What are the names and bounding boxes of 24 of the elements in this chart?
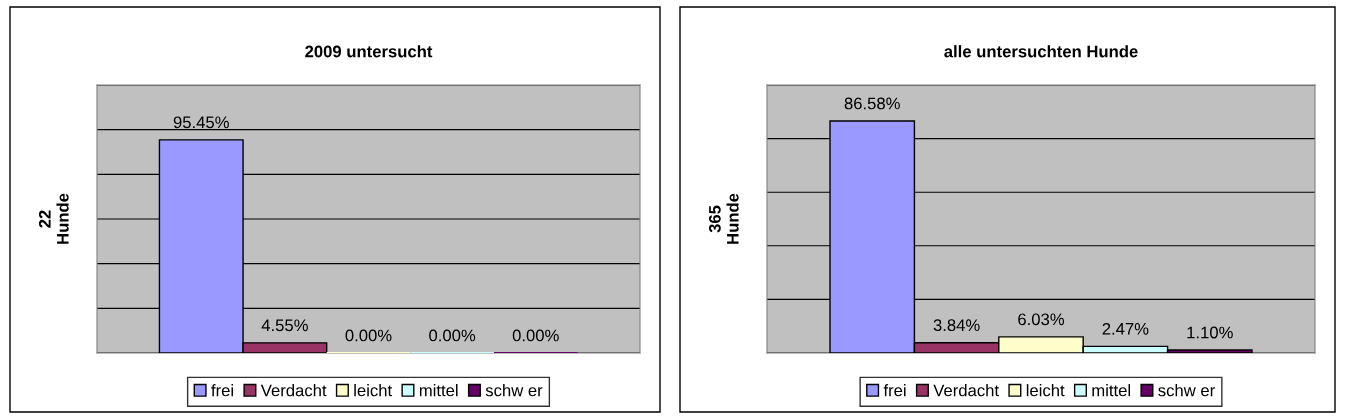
legend-label: schw er bbox=[1158, 384, 1215, 397]
legend-label: schw er bbox=[485, 384, 543, 397]
legend-label: leicht bbox=[1026, 384, 1065, 397]
data-label: 2.47% bbox=[1102, 322, 1149, 335]
legend-label: frei bbox=[211, 384, 233, 397]
data-label: 0.00% bbox=[512, 329, 559, 342]
legend-label: mittel bbox=[1092, 384, 1131, 397]
chart-title: alle untersuchten Hunde bbox=[944, 45, 1138, 58]
data-label: 95.45% bbox=[173, 116, 229, 129]
data-label: 0.00% bbox=[345, 329, 392, 342]
legend-label: Verdacht bbox=[933, 384, 999, 397]
data-label: 6.03% bbox=[1018, 313, 1065, 326]
legend-label: Verdacht bbox=[260, 384, 327, 397]
data-label: 3.84% bbox=[933, 319, 980, 332]
legend-label: leicht bbox=[354, 384, 393, 397]
legend-label: frei bbox=[883, 384, 906, 397]
data-label: 86.58% bbox=[844, 97, 900, 110]
data-label: 1.10% bbox=[1187, 326, 1233, 339]
y-axis-title: 22 Hunde bbox=[38, 193, 69, 244]
y-axis-title: 365 Hunde bbox=[708, 193, 739, 244]
data-label: 4.55% bbox=[261, 319, 308, 332]
legend-label: mittel bbox=[419, 384, 458, 397]
chart-title: 2009 untersucht bbox=[305, 45, 433, 58]
data-label: 0.00% bbox=[429, 329, 476, 342]
